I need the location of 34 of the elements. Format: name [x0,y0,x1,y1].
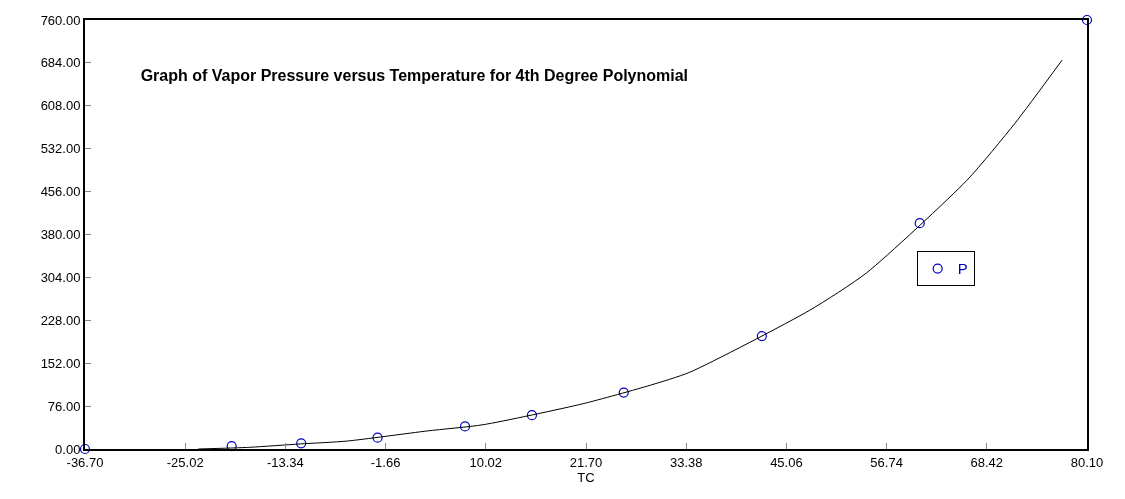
x-tick-label: 21.70 [569,454,603,470]
y-tick-label: 304.00 [40,269,81,285]
y-tick-label: 380.00 [40,227,81,243]
x-tick-label: -13.34 [266,454,304,470]
point [1081,14,1093,26]
point [526,410,538,421]
y-tick-label: 0.00 [55,441,81,457]
y-tick-label: 152.00 [40,355,81,371]
legend-label: P [957,260,968,278]
point [372,432,383,443]
y-tick-label: 608.00 [40,98,81,114]
y-tick-label: 76.00 [47,398,81,414]
x-tick-label: -1.66 [370,454,401,470]
y-tick-label: 228.00 [40,312,81,328]
x-tick-label: 10.02 [469,454,503,470]
x-tick-label: -36.70 [66,454,104,470]
text: Graph of Vapor Pressure versus Temperature for 4th Degree Polynomial [140,67,689,85]
point [914,218,925,229]
y-tick-label: 456.00 [40,184,81,200]
y-tick-label: 532.00 [40,141,81,157]
point [296,438,307,449]
point [79,443,91,455]
y-tick-label: 684.00 [40,55,81,71]
point [459,421,471,432]
x-axis-title: TC [577,469,595,485]
y-tick-label: 760.00 [40,12,81,28]
x-tick-label: 68.42 [970,454,1004,470]
point [756,331,767,342]
x-tick-label: 80.10 [1070,454,1104,470]
x-tick-label: -25.02 [166,454,204,470]
point [618,387,629,398]
x-tick-label: 33.38 [669,454,703,470]
x-tick-label: 56.74 [870,454,903,470]
x-tick-label: 45.06 [770,454,803,470]
